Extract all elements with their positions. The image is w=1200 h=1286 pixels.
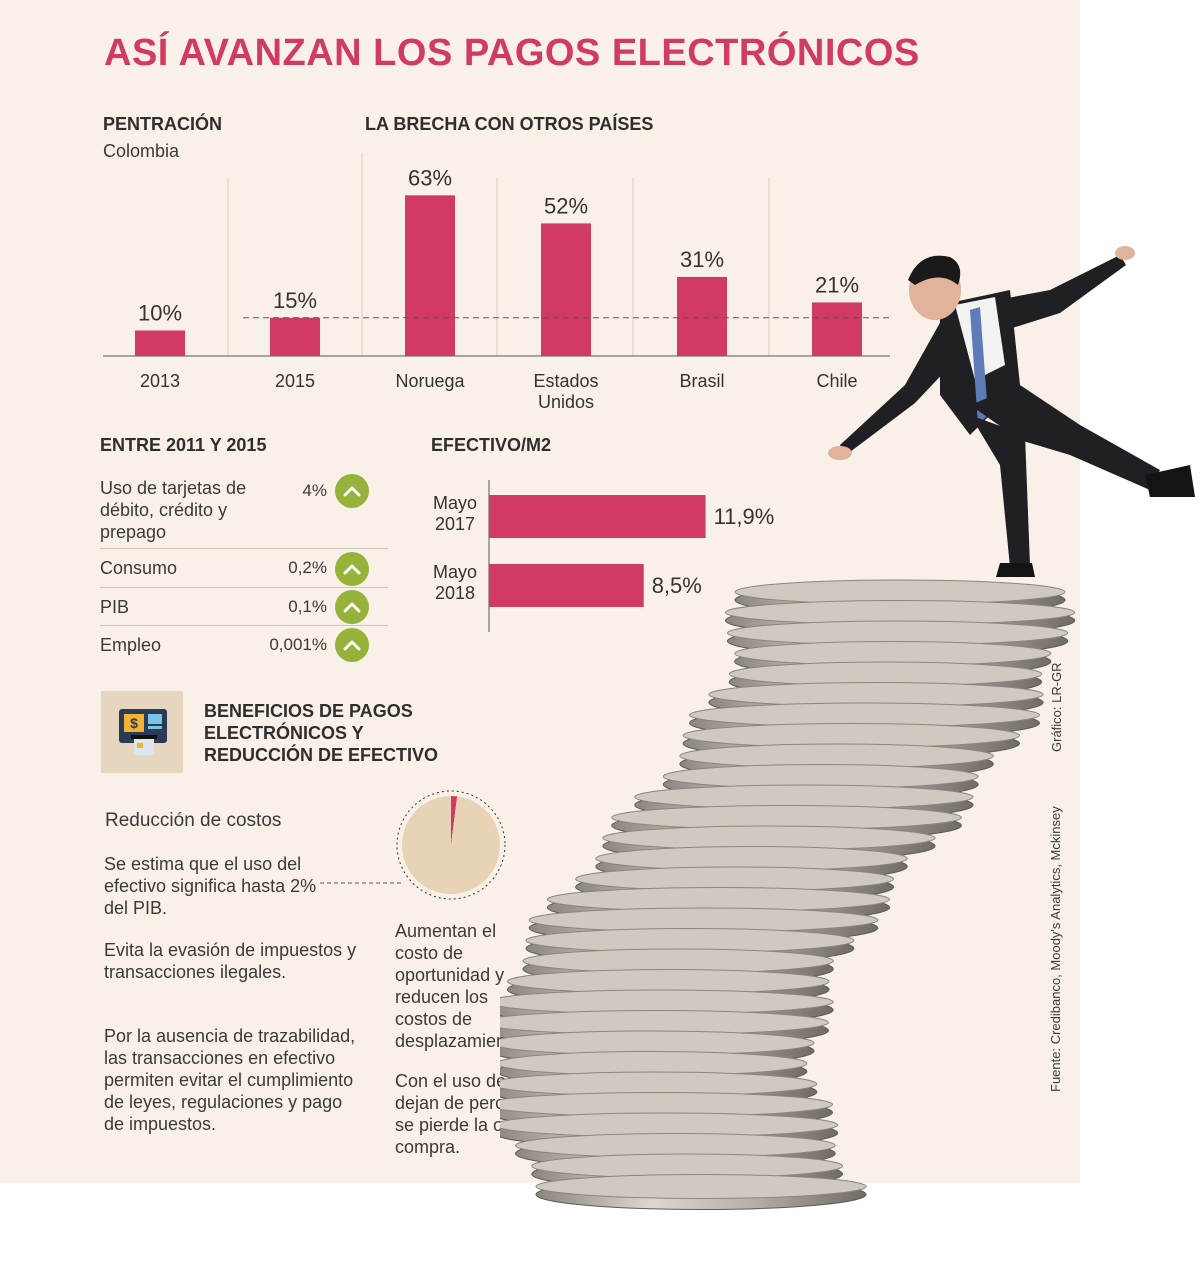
category-label: 2015 [275,371,315,391]
bar-value-label: 21% [815,272,859,297]
bar [541,223,591,356]
pie-slice [402,796,500,894]
growth-row-value: 0,1% [288,597,327,616]
coin-stack-illustration [500,579,1076,1210]
category-label: Estados [533,371,598,391]
pie-slice [451,796,458,845]
atm-card-icon: $ [101,691,183,773]
category-label: 2017 [435,514,475,534]
graphic-credit: Gráfico: LR-GR [1049,662,1064,752]
category-label: Mayo [433,493,477,513]
bar [489,564,644,607]
category-label: Noruega [395,371,465,391]
bar-value-label: 11,9% [714,504,775,529]
benefit-paragraph: Evita la evasión de impuestos y transacc… [104,940,357,982]
bar-value-label: 15% [273,288,317,313]
benefit-paragraph: Por la ausencia de trazabilidad, las tra… [104,1026,356,1134]
growth-row-label: Empleo [100,635,162,655]
growth-row-value: 4% [302,481,327,500]
bar-value-label: 31% [680,247,724,272]
svg-text:$: $ [130,715,138,731]
category-label: Chile [816,371,857,391]
cost-title: Reducción de costos [105,810,282,831]
growth-row-value: 0,2% [288,558,327,577]
bar [270,317,320,356]
bar-value-label: 63% [408,165,452,190]
penetration-heading: PENTRACIÓN [103,114,223,134]
bar-value-label: 10% [138,301,182,326]
category-label: 2013 [140,371,180,391]
growth-heading: ENTRE 2011 Y 2015 [100,435,267,455]
category-label: 2018 [435,583,475,603]
penetration-chart: 10% 2013 15% 2015 63% Noruega 52% EstadosUnidos… [103,153,890,412]
cash-heading: EFECTIVO/M2 [431,435,552,455]
benefit-paragraph: Se estima que el uso del efectivo signif… [104,854,317,918]
bar [135,330,185,356]
divider [100,587,388,588]
pie-outline [396,790,506,900]
bar [405,195,455,356]
benefits-heading: BENEFICIOS DE PAGOS ELECTRÓNICOS Y REDUC… [204,701,439,765]
penetration-subheading: Colombia [103,141,180,161]
chevron-up-icon [335,590,369,624]
source-credit: Fuente: Credibanco, Moody's Analytics, M… [1048,806,1063,1092]
divider [100,625,388,626]
businessman-illustration [828,246,1195,577]
page-title: ASÍ AVANZAN LOS PAGOS ELECTRÓNICOS [104,32,920,74]
gdp-pie-chart [320,790,506,900]
coin-face [535,1174,867,1199]
bar [677,276,727,356]
category-label: Unidos [538,392,594,412]
category-label: Brasil [679,371,724,391]
chevron-up-icon [335,552,369,586]
bar [489,495,706,538]
growth-row-value: 0,001% [269,635,327,654]
bar-value-label: 52% [544,193,588,218]
bar-value-label: 8,5% [652,573,702,598]
growth-row-label: Consumo [100,558,178,578]
bar [812,302,862,356]
category-label: Mayo [433,562,477,582]
chevron-up-icon [335,628,369,662]
growth-row-label: PIB [100,597,130,617]
growth-row-label: Uso de tarjetas de débito, crédito y pre… [100,478,247,542]
chevron-up-icon [335,474,369,508]
divider [100,548,388,549]
gap-heading: LA BRECHA CON OTROS PAÍSES [365,114,654,134]
benefit-paragraph: Aumentan el costo de oportunidad y reduc… [395,921,527,1051]
